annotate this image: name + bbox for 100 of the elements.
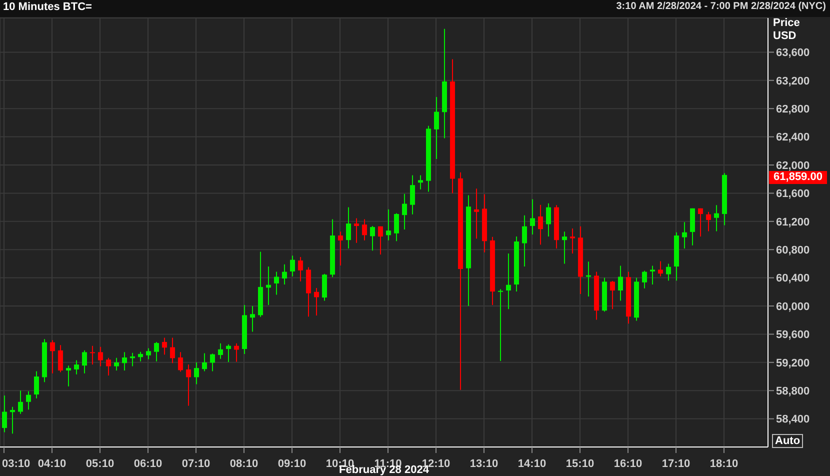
candlestick	[402, 193, 407, 230]
candlestick	[154, 341, 159, 362]
candlestick	[250, 306, 255, 332]
candlestick	[194, 362, 199, 385]
x-tick-label: 13:10	[470, 458, 498, 470]
candlestick	[538, 204, 543, 246]
y-tick-label: 59,600	[776, 329, 810, 342]
x-tick-label: 05:10	[86, 458, 114, 470]
candlestick	[66, 365, 71, 387]
y-tick-label: 62,800	[776, 104, 810, 116]
candlestick	[146, 348, 151, 360]
x-tick-label: 07:10	[182, 458, 210, 470]
candlestick	[218, 342, 223, 360]
candlestick	[114, 357, 119, 372]
x-tick-label: 16:10	[614, 458, 642, 470]
candlestick	[50, 340, 55, 374]
candlestick	[82, 350, 87, 374]
candlestick	[186, 364, 191, 406]
candlestick	[618, 265, 623, 302]
candlestick	[138, 351, 143, 362]
candlestick	[170, 337, 175, 364]
candlestick	[202, 352, 207, 372]
candlestick	[362, 218, 367, 241]
candlestick	[298, 256, 303, 282]
x-tick-label: 08:10	[230, 458, 258, 470]
candlestick	[682, 222, 687, 250]
candlestick	[498, 288, 503, 362]
candlestick	[698, 208, 703, 238]
candlestick	[234, 342, 239, 362]
candlestick	[226, 344, 231, 363]
y-tick-label: 59,200	[776, 357, 810, 370]
y-axis-title: Price USD	[773, 17, 800, 43]
x-tick-label: 14:10	[518, 458, 546, 470]
text: 61,859.00	[769, 170, 827, 184]
candlestick	[354, 218, 359, 244]
candlestick	[666, 263, 671, 282]
candlestick	[274, 271, 279, 296]
y-tick-label: 60,000	[776, 300, 810, 313]
x-tick-label: 17:10	[662, 458, 690, 470]
candlestick	[650, 265, 655, 285]
y-tick-label: 63,600	[776, 47, 810, 60]
candlestick	[714, 204, 719, 232]
candlestick	[338, 231, 343, 266]
candlestick	[386, 208, 391, 241]
candlestick	[106, 357, 111, 376]
candlestick	[74, 360, 79, 375]
x-tick-label: 03:10	[2, 458, 30, 470]
candlestick	[658, 260, 663, 277]
candlestick	[178, 352, 183, 372]
candlestick	[282, 264, 287, 285]
candlestick	[546, 202, 551, 238]
candlestick	[306, 266, 311, 318]
candlestick	[378, 226, 383, 256]
x-tick-label: 15:10	[566, 458, 594, 470]
candlestick	[322, 273, 327, 302]
candlestick	[530, 198, 535, 235]
candlestick	[370, 225, 375, 252]
candlestick	[2, 395, 7, 433]
y-tick-label: 62,000	[776, 160, 810, 172]
candlestick	[610, 280, 615, 310]
candlestick	[314, 288, 319, 316]
candlestick	[18, 390, 23, 414]
candlestick	[506, 252, 511, 310]
candlestick	[562, 231, 567, 264]
candlestick	[122, 352, 127, 372]
candlestick	[418, 174, 423, 190]
y-tick-label: 60,400	[776, 272, 810, 285]
candlestick	[474, 188, 479, 240]
candlestick	[90, 345, 95, 366]
y-tick-label: 58,800	[776, 386, 810, 398]
x-tick-label: 04:10	[38, 458, 66, 470]
x-tick-label: 09:10	[278, 458, 306, 470]
candlestick	[290, 255, 295, 277]
y-tick-label: 58,400	[776, 414, 810, 426]
candlestick	[690, 208, 695, 246]
candlestick	[26, 390, 31, 410]
candlestick	[346, 206, 351, 250]
x-tick-label: 18:10	[710, 458, 738, 470]
chart-title: 10 Minutes BTC=	[3, 1, 92, 13]
candlestick	[522, 214, 527, 268]
candlestick	[162, 337, 167, 356]
candlestick	[410, 174, 415, 215]
candlestick	[706, 211, 711, 232]
y-tick-label: 63,200	[776, 75, 810, 88]
y-tick-label: 62,400	[776, 132, 810, 144]
candlestick	[570, 228, 575, 254]
candlestick	[58, 344, 63, 373]
candlestick	[10, 406, 15, 434]
x-tick-label: 06:10	[134, 458, 162, 470]
y-tick-label: 61,600	[776, 188, 810, 200]
candlestick	[394, 212, 399, 242]
chart-subtitle: 3:10 AM 2/28/2024 - 7:00 PM 2/28/2024 (NYC)	[616, 1, 826, 12]
auto-button: Auto	[772, 434, 804, 448]
candlestick	[210, 353, 215, 372]
y-tick-label: 60,800	[776, 244, 810, 256]
candlestick	[34, 370, 39, 399]
candlestick	[642, 270, 647, 289]
y-tick-label: 61,200	[776, 216, 810, 228]
candlestick	[434, 96, 439, 160]
candlestick	[98, 346, 103, 367]
